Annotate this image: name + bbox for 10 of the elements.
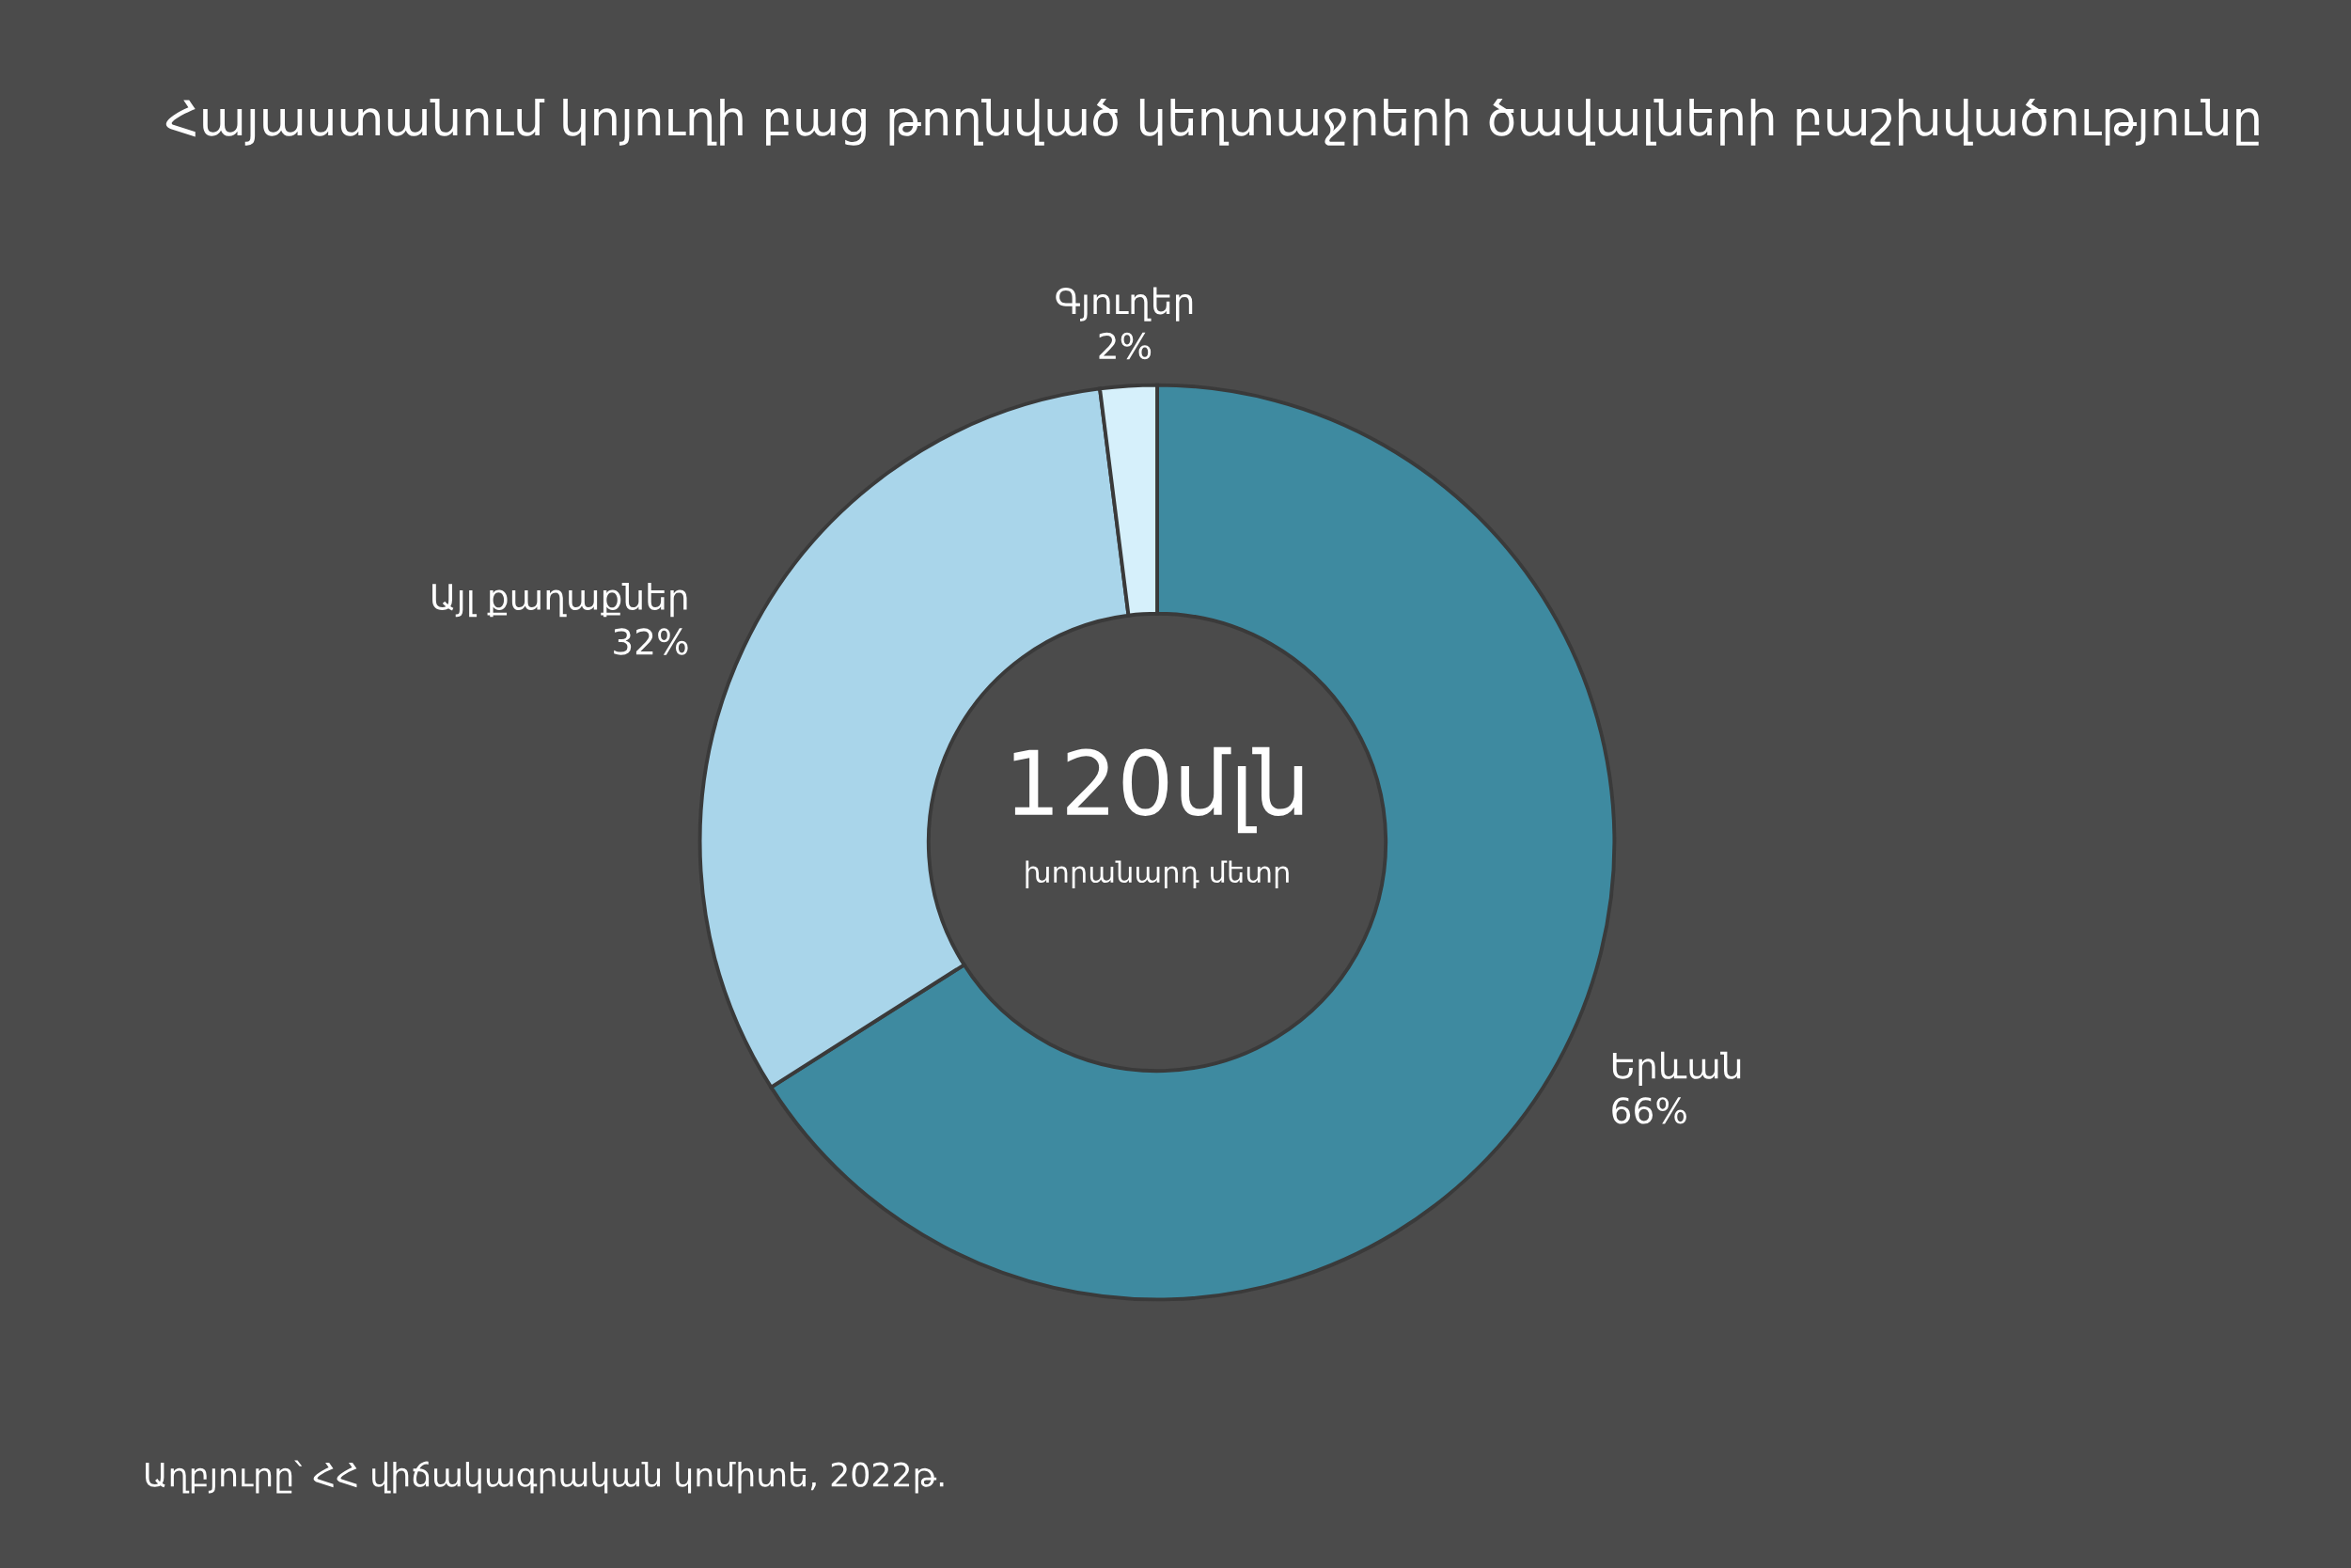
text: Աղբյուրը՝ ՀՀ վիճակագրական կոմիտե, 2022թ. bbox=[146, 1460, 944, 1494]
data-label: 2% bbox=[1099, 332, 1152, 360]
chart-title: Հայաստանում կոյուղի բաց թողնված կեղտաջրերի ծավալների բաշխվածությունը bbox=[165, 99, 2259, 146]
data-label: 66% bbox=[1612, 1097, 1686, 1124]
data-label: 32% bbox=[614, 628, 688, 655]
slice-label: Երևան bbox=[1612, 1051, 1741, 1087]
text: խորանարդ մետր bbox=[1026, 860, 1289, 889]
slice-label: Այլ քաղաքներ bbox=[432, 582, 687, 618]
slice-label: Գյուղեր bbox=[1056, 287, 1193, 321]
text: 120մլն bbox=[1013, 746, 1303, 834]
